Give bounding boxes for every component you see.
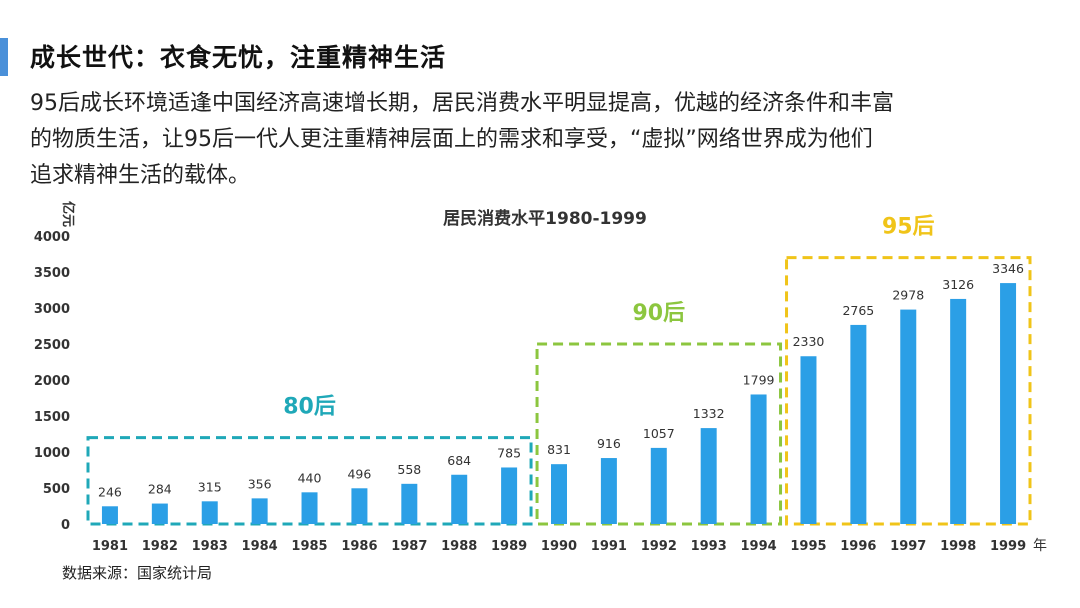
bar-value-label: 1332 <box>693 406 725 421</box>
bar <box>750 394 767 524</box>
bar-value-label: 3346 <box>992 261 1024 276</box>
x-tick-label: 1993 <box>691 539 727 554</box>
paragraph-line: 95后成长环境适逢中国经济高速增长期，居民消费水平明显提高，优越的经济条件和丰富 <box>30 91 894 116</box>
bar <box>650 447 667 524</box>
bar-value-label: 831 <box>547 442 571 457</box>
x-tick-label: 1989 <box>491 539 527 554</box>
data-source-note: 数据来源：国家统计局 <box>62 564 213 582</box>
bar <box>251 498 268 524</box>
y-tick-label: 2500 <box>34 338 70 353</box>
paragraph-line: 追求精神生活的载体。 <box>30 163 251 188</box>
bar-value-label: 684 <box>447 453 471 468</box>
bar-value-label: 2330 <box>793 334 825 349</box>
x-tick-label: 1994 <box>740 539 776 554</box>
intro-paragraph: 95后成长环境适逢中国经济高速增长期，居民消费水平明显提高，优越的经济条件和丰富… <box>30 86 1030 194</box>
chart-title: 居民消费水平1980-1999 <box>443 208 647 229</box>
y-tick-label: 3500 <box>34 266 70 281</box>
bar-value-label: 2765 <box>842 303 874 318</box>
y-tick-label: 2000 <box>34 374 70 389</box>
x-tick-label: 1997 <box>890 539 926 554</box>
bar <box>850 324 867 524</box>
bar <box>900 309 917 524</box>
bar <box>351 488 368 524</box>
y-tick-label: 500 <box>43 482 70 497</box>
group-box-1 <box>86 436 533 526</box>
group-label: 90后 <box>632 301 685 326</box>
bar <box>401 483 418 524</box>
x-tick-label: 1992 <box>641 539 677 554</box>
bar-value-label: 916 <box>597 436 621 451</box>
y-tick-label: 4000 <box>34 230 70 245</box>
bar-value-label: 2978 <box>892 288 924 303</box>
bar <box>950 298 967 524</box>
bar <box>1000 283 1017 524</box>
x-tick-label: 1984 <box>242 539 278 554</box>
x-tick-label: 1995 <box>790 539 826 554</box>
bar <box>101 506 118 524</box>
bar <box>600 458 617 524</box>
x-tick-label: 1991 <box>591 539 627 554</box>
bar <box>551 464 567 524</box>
bar-value-label: 785 <box>497 445 521 460</box>
y-tick-label: 0 <box>61 518 70 533</box>
bar-value-label: 1799 <box>743 372 775 387</box>
y-axis-unit-label: 亿元 <box>60 201 76 227</box>
group-label: 95后 <box>882 215 935 240</box>
y-tick-label: 1000 <box>34 446 70 461</box>
y-tick-label: 1500 <box>34 410 70 425</box>
x-tick-label: 1996 <box>840 539 876 554</box>
x-tick-label: 1999 <box>990 539 1026 554</box>
bar-value-label: 3126 <box>942 277 974 292</box>
bar-value-label: 284 <box>148 482 172 497</box>
bar <box>151 503 168 524</box>
bar-value-label: 1057 <box>643 426 675 441</box>
bar <box>451 474 468 524</box>
bar <box>501 467 518 524</box>
x-tick-label: 1983 <box>192 539 228 554</box>
x-tick-label: 1981 <box>92 539 128 554</box>
page-title: 成长世代：衣食无忧，注重精神生活 <box>30 43 447 72</box>
y-tick-label: 3000 <box>34 302 70 317</box>
x-axis-unit-label: 年 <box>1033 538 1047 554</box>
x-tick-label: 1985 <box>291 539 327 554</box>
bar-value-label: 496 <box>347 466 371 481</box>
title-accent-bar <box>0 38 8 76</box>
bar-value-label: 558 <box>397 462 421 477</box>
x-tick-label: 1998 <box>940 539 976 554</box>
group-label: 80后 <box>283 395 336 420</box>
x-tick-label: 1987 <box>391 539 427 554</box>
bar-value-label: 356 <box>248 476 272 491</box>
bar-value-label: 246 <box>98 484 122 499</box>
bar <box>700 428 717 524</box>
bar <box>800 356 817 524</box>
bar <box>201 501 218 524</box>
x-tick-label: 1982 <box>142 539 178 554</box>
paragraph-line: 的物质生活，让95后一代人更注重精神层面上的需求和享受，“虚拟”网络世界成为他们 <box>30 127 873 152</box>
bar <box>301 492 318 524</box>
x-tick-label: 1990 <box>541 539 577 554</box>
x-tick-label: 1986 <box>341 539 377 554</box>
bar-value-label: 440 <box>298 470 322 485</box>
bar-value-label: 315 <box>198 479 222 494</box>
x-tick-label: 1988 <box>441 539 477 554</box>
